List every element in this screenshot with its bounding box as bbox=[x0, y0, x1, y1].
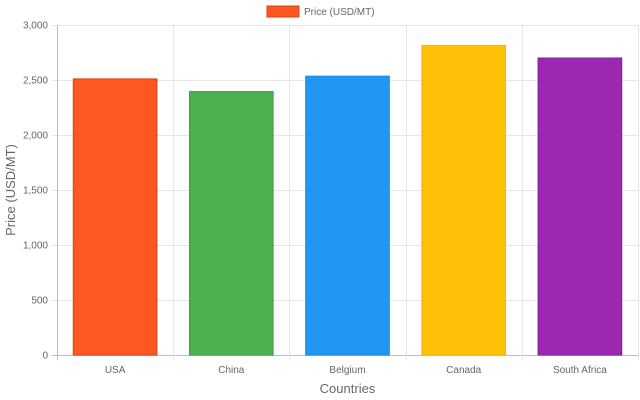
x-tick-label: Belgium bbox=[329, 365, 365, 376]
legend[interactable]: Price (USD/MT) bbox=[266, 5, 375, 18]
x-axis-ticks: USA China Belgium Canada South Africa bbox=[105, 365, 607, 376]
legend-label-price: Price (USD/MT) bbox=[304, 7, 375, 18]
y-tick-label: 500 bbox=[31, 296, 48, 307]
y-tick-label: 1,000 bbox=[23, 241, 48, 252]
y-tick-label: 2,000 bbox=[23, 131, 48, 142]
bar-usa[interactable] bbox=[72, 78, 158, 356]
bar-belgium[interactable] bbox=[305, 75, 390, 356]
y-tick-label: 2,500 bbox=[23, 76, 48, 87]
x-tick-label: China bbox=[218, 365, 245, 376]
bars bbox=[72, 44, 623, 356]
bar-china[interactable] bbox=[188, 91, 274, 356]
y-tick-label: 3,000 bbox=[23, 21, 48, 32]
x-tick-label: USA bbox=[105, 365, 126, 376]
bar-canada[interactable] bbox=[421, 44, 507, 356]
x-tick-label: South Africa bbox=[553, 365, 607, 376]
legend-swatch-price bbox=[266, 5, 300, 18]
y-axis-ticks: 0 500 1,000 1,500 2,000 2,500 3,000 bbox=[23, 21, 48, 362]
bar-south-africa[interactable] bbox=[537, 57, 623, 356]
x-axis-title: Countries bbox=[320, 381, 376, 396]
y-tick-label: 0 bbox=[42, 351, 48, 362]
y-axis-title: Price (USD/MT) bbox=[3, 144, 18, 236]
x-tick-label: Canada bbox=[446, 365, 481, 376]
y-tick-label: 1,500 bbox=[23, 186, 48, 197]
